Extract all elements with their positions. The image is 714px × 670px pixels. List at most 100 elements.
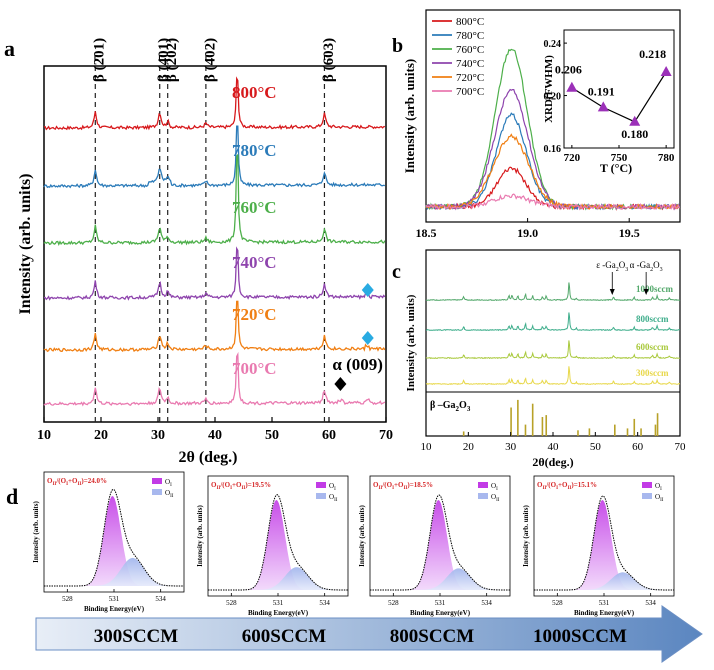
legend-label-oii: OII (491, 493, 500, 503)
panel-a: a β (2̄01) β (4̄01)β (202) β (4̄02) β (6̄03… (4, 36, 393, 466)
inset-y-label: XRD(FWHM) (543, 55, 555, 123)
oi-area (44, 496, 184, 586)
oii-area (370, 568, 510, 590)
panel-letter-a: a (4, 36, 15, 61)
x-tick-label: 10 (37, 428, 51, 443)
y-axis-label-c: Intensity (arb. units) (405, 294, 417, 391)
legend-swatch-oi (642, 482, 652, 488)
xps-x-label: Binding Energy(eV) (410, 609, 471, 617)
flow-series-label: 800sccm (636, 314, 669, 324)
legend-label: 740°C (456, 58, 484, 70)
plot-frame-b (425, 9, 681, 223)
inset-point (629, 115, 641, 126)
flow-label-300: 300SCCM (94, 626, 179, 647)
legend-label: 760°C (456, 44, 484, 56)
legend-swatch-oii (642, 493, 652, 499)
temperature-labels: 800°C 780°C 760°C 740°C 720°C 700°C (232, 83, 277, 378)
x-axis-a: 10 20 30 40 50 60 70 (37, 417, 393, 443)
inset-x-tick-label: 750 (611, 152, 628, 164)
panel-c: c 1000sccm 800sccm 600sccm 300sccm ε -Ga2O3… (392, 249, 686, 469)
xps-y-label: Intensity (arb. units) (522, 505, 530, 567)
flow-labels: 1000sccm 800sccm 600sccm 300sccm (636, 284, 673, 378)
xps-y-label: Intensity (arb. units) (32, 501, 40, 563)
oi-area (208, 500, 348, 590)
annotation-label: ε -Ga2O3 (596, 260, 628, 273)
xps-x-tick-label: 528 (226, 599, 237, 607)
xps-x-tick-label: 531 (109, 595, 120, 603)
flow-arrow: 300SCCM 600SCCM 800SCCM 1000SCCM (35, 605, 703, 663)
legend-b: 800°C 780°C 760°C 740°C 720°C 700°C (432, 16, 484, 98)
x-tick-label: 50 (590, 441, 602, 453)
diffraction-curves (43, 76, 386, 407)
inset-x-tick-label: 780 (658, 152, 675, 164)
zoom-curves (425, 48, 681, 211)
x-tick-label: 40 (208, 428, 222, 443)
zoom-curve-700°C (425, 193, 681, 211)
curve-300sccm (425, 366, 681, 386)
inset-point (660, 65, 672, 76)
inset-y-tick-label: 0.24 (544, 39, 562, 50)
legend-label-oii: OII (329, 493, 338, 503)
ratio-label: OII/(OI+OII)=19.5% (211, 481, 271, 491)
marker-700°C (334, 377, 347, 391)
legend-label-oi: OI (165, 478, 172, 488)
legend-swatch-oi (316, 482, 326, 488)
curve-600sccm (425, 340, 681, 360)
panel-letter-c: c (392, 261, 401, 283)
marker-720°C (361, 331, 374, 345)
xps-x-label: Binding Energy(eV) (574, 609, 635, 617)
annotation-label: α -Ga2O3 (630, 260, 663, 273)
peak-label: β (4̄02) (202, 38, 218, 82)
legend-label: 780°C (456, 30, 484, 42)
legend-label-oi: OI (329, 482, 336, 492)
inset-point (597, 101, 609, 112)
x-tick-label: 60 (632, 441, 644, 453)
xps-x-tick-label: 531 (599, 599, 610, 607)
legend-swatch-oii (316, 493, 326, 499)
ratio-label: OII/(OI+OII)=18.5% (373, 481, 433, 491)
xps-y-label: Intensity (arb. units) (196, 505, 204, 567)
y-axis-label-b: Intensity (arb. units) (402, 59, 417, 174)
inset-x-tick-label: 720 (564, 152, 581, 164)
xps-x-tick-label: 528 (388, 599, 399, 607)
curve-800°C (43, 76, 386, 131)
xps-x-tick-label: 534 (319, 599, 330, 607)
annotation-arrowhead (609, 289, 615, 295)
xps-x-tick-label: 534 (645, 599, 656, 607)
inset-point-label: 0.218 (639, 47, 666, 61)
legend-swatch-oii (478, 493, 488, 499)
peak-label: β (6̄03) (321, 38, 337, 82)
y-axis-label-a: Intensity (arb. units) (17, 174, 34, 315)
peak-label: β (4̄01) (156, 38, 172, 82)
x-axis-b: 18.5 19.0 19.5 (416, 218, 640, 240)
panel-b: b 800°C 780°C 760°C 740°C 720°C 700°C 18.5 19.… (392, 9, 681, 240)
flow-series-label: 300sccm (636, 368, 669, 378)
oii-area (534, 572, 674, 590)
series-label: 720°C (232, 305, 277, 324)
reference-label: β –Ga2O3 (430, 400, 471, 413)
phase-annotations: ε -Ga2O3 α -Ga2O3 (596, 260, 663, 295)
x-tick-label: 20 (94, 428, 108, 443)
curve-700°C (43, 351, 386, 407)
inset-line: 0.206 0.191 0.180 0.218 (555, 47, 672, 141)
ratio-label: OII/(OI+OII)=15.1% (537, 481, 597, 491)
x-axis-label-a: 2θ (deg.) (178, 449, 237, 466)
x-tick-label: 50 (265, 428, 279, 443)
legend-label-oi: OI (655, 482, 662, 492)
panel-letter-d: d (6, 484, 18, 509)
fit-envelope (534, 495, 674, 591)
xps-x-tick-label: 531 (435, 599, 446, 607)
x-tick-label: 19.5 (619, 226, 640, 240)
oii-area (208, 567, 348, 590)
x-tick-label: 70 (379, 428, 393, 443)
inset-point-label: 0.191 (588, 84, 615, 98)
x-tick-label: 20 (463, 441, 475, 453)
xps-y-label: Intensity (arb. units) (358, 505, 366, 567)
series-label: 800°C (232, 83, 277, 102)
flow-label-600: 600SCCM (242, 626, 327, 647)
